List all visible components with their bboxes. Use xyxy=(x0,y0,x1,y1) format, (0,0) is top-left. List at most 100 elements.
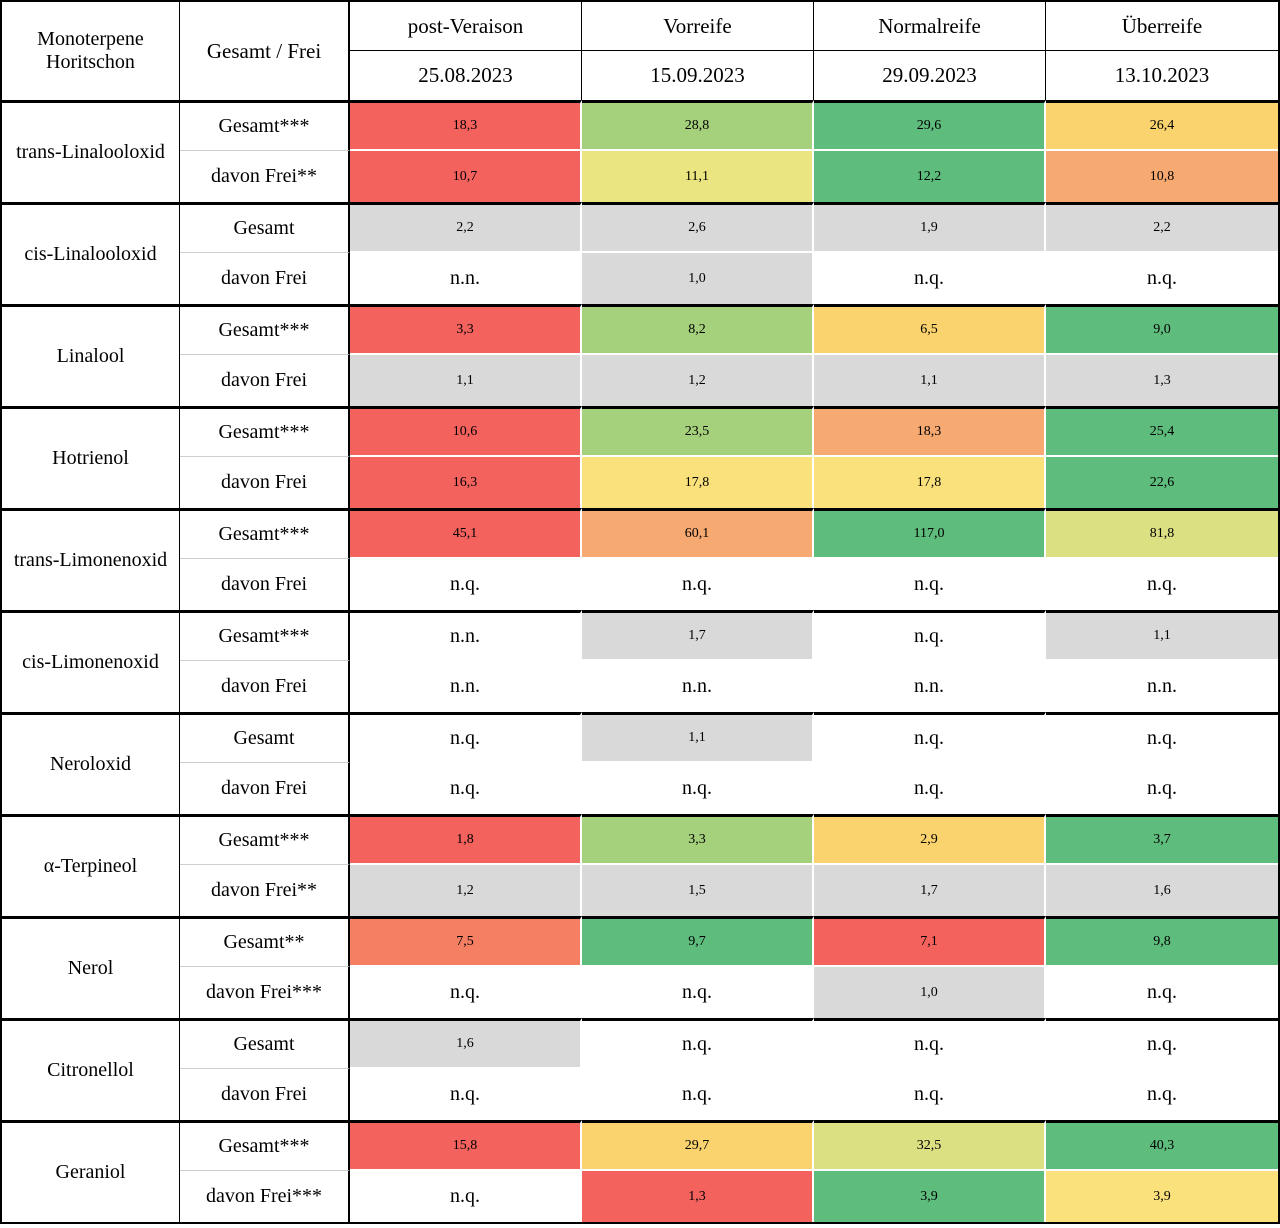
table-row: davon Frei n.n. n.n. n.n. n.n. xyxy=(2,661,1278,712)
value-cell: 18,3 xyxy=(814,406,1046,457)
substance-name: Geraniol xyxy=(2,1120,180,1222)
value-cell: 1,3 xyxy=(1046,355,1278,406)
value-cell: 11,1 xyxy=(582,151,814,202)
value-cell: n.q. xyxy=(1046,253,1278,304)
value-cell: 1,7 xyxy=(582,610,814,661)
fraction-label: Gesamt*** xyxy=(180,304,350,355)
table-row: davon Frei 1,1 1,2 1,1 1,3 xyxy=(2,355,1278,406)
table-row: davon Frei** 10,7 11,1 12,2 10,8 xyxy=(2,151,1278,202)
table-row: Neroloxid Gesamt n.q. 1,1 n.q. n.q. xyxy=(2,712,1278,814)
substance-name: cis-Linalooloxid xyxy=(2,202,180,304)
value-cell: 1,6 xyxy=(350,1018,582,1069)
table-row: davon Frei n.q. n.q. n.q. n.q. xyxy=(2,763,1278,814)
substance-name: Linalool xyxy=(2,304,180,406)
header-monoterpene-horitschon: Monoterpene Horitschon xyxy=(2,2,180,100)
substance-name: Hotrienol xyxy=(2,406,180,508)
substance-name: trans-Limonenoxid xyxy=(2,508,180,610)
value-cell: 1,0 xyxy=(582,253,814,304)
fraction-label: davon Frei xyxy=(180,559,350,610)
value-cell: 1,0 xyxy=(814,967,1046,1018)
value-cell: n.q. xyxy=(582,1069,814,1120)
header-stage-normalreife: Normalreife xyxy=(814,2,1046,51)
fraction-label: Gesamt*** xyxy=(180,1120,350,1171)
table-row: Citronellol Gesamt 1,6 n.q. n.q. n.q. xyxy=(2,1018,1278,1120)
value-cell: 1,9 xyxy=(814,202,1046,253)
value-cell: 15,8 xyxy=(350,1120,582,1171)
value-cell: n.n. xyxy=(350,610,582,661)
header-date-normalreife: 29.09.2023 xyxy=(814,51,1046,100)
value-cell: 7,5 xyxy=(350,916,582,967)
value-cell: 3,7 xyxy=(1046,814,1278,865)
value-cell: 29,7 xyxy=(582,1120,814,1171)
value-cell: 2,2 xyxy=(1046,202,1278,253)
value-cell: n.q. xyxy=(1046,1069,1278,1120)
value-cell: 25,4 xyxy=(1046,406,1278,457)
fraction-label: davon Frei** xyxy=(180,151,350,202)
value-cell: 32,5 xyxy=(814,1120,1046,1171)
fraction-label: davon Frei xyxy=(180,661,350,712)
value-cell: 3,3 xyxy=(350,304,582,355)
fraction-label: Gesamt*** xyxy=(180,814,350,865)
value-cell: 1,1 xyxy=(582,712,814,763)
header-gesamt-frei: Gesamt / Frei xyxy=(180,2,350,100)
value-cell: 8,2 xyxy=(582,304,814,355)
value-cell: n.q. xyxy=(814,1069,1046,1120)
header-stage-vorreife: Vorreife xyxy=(582,2,814,51)
table-row: Hotrienol Gesamt*** 10,6 23,5 18,3 25,4 xyxy=(2,406,1278,508)
value-cell: 1,1 xyxy=(1046,610,1278,661)
table-row: α-Terpineol Gesamt*** 1,8 3,3 2,9 3,7 xyxy=(2,814,1278,916)
value-cell: 45,1 xyxy=(350,508,582,559)
table-row: cis-Linalooloxid Gesamt 2,2 2,6 1,9 2,2 xyxy=(2,202,1278,304)
substance-name: Nerol xyxy=(2,916,180,1018)
value-cell: 9,0 xyxy=(1046,304,1278,355)
fraction-label: davon Frei xyxy=(180,355,350,406)
value-cell: n.q. xyxy=(814,253,1046,304)
value-cell: 2,2 xyxy=(350,202,582,253)
header-date-vorreife: 15.09.2023 xyxy=(582,51,814,100)
value-cell: n.q. xyxy=(814,1018,1046,1069)
fraction-label: Gesamt*** xyxy=(180,406,350,457)
value-cell: n.q. xyxy=(1046,763,1278,814)
value-cell: n.n. xyxy=(1046,661,1278,712)
value-cell: n.q. xyxy=(582,967,814,1018)
value-cell: 1,1 xyxy=(350,355,582,406)
fraction-label: Gesamt xyxy=(180,202,350,253)
fraction-label: Gesamt** xyxy=(180,916,350,967)
fraction-label: davon Frei** xyxy=(180,865,350,916)
value-cell: 3,3 xyxy=(582,814,814,865)
value-cell: 17,8 xyxy=(814,457,1046,508)
substance-name: Citronellol xyxy=(2,1018,180,1120)
table-row: davon Frei n.q. n.q. n.q. n.q. xyxy=(2,559,1278,610)
fraction-label: davon Frei xyxy=(180,457,350,508)
value-cell: 18,3 xyxy=(350,100,582,151)
fraction-label: davon Frei*** xyxy=(180,1171,350,1222)
value-cell: 1,3 xyxy=(582,1171,814,1222)
value-cell: 16,3 xyxy=(350,457,582,508)
value-cell: n.q. xyxy=(582,763,814,814)
value-cell: n.q. xyxy=(814,763,1046,814)
value-cell: 60,1 xyxy=(582,508,814,559)
table-row: davon Frei** 1,2 1,5 1,7 1,6 xyxy=(2,865,1278,916)
value-cell: 1,6 xyxy=(1046,865,1278,916)
table-row: davon Frei*** n.q. 1,3 3,9 3,9 xyxy=(2,1171,1278,1222)
value-cell: 6,5 xyxy=(814,304,1046,355)
value-cell: 10,6 xyxy=(350,406,582,457)
fraction-label: Gesamt*** xyxy=(180,508,350,559)
header-stage-ueberreife: Überreife xyxy=(1046,2,1278,51)
value-cell: 1,2 xyxy=(582,355,814,406)
value-cell: n.q. xyxy=(350,967,582,1018)
fraction-label: davon Frei*** xyxy=(180,967,350,1018)
value-cell: 117,0 xyxy=(814,508,1046,559)
value-cell: 12,2 xyxy=(814,151,1046,202)
value-cell: 26,4 xyxy=(1046,100,1278,151)
table-row: davon Frei n.n. 1,0 n.q. n.q. xyxy=(2,253,1278,304)
value-cell: n.q. xyxy=(1046,1018,1278,1069)
value-cell: 2,6 xyxy=(582,202,814,253)
substance-name: Neroloxid xyxy=(2,712,180,814)
value-cell: n.q. xyxy=(814,610,1046,661)
value-cell: n.n. xyxy=(350,253,582,304)
value-cell: 1,7 xyxy=(814,865,1046,916)
value-cell: 9,7 xyxy=(582,916,814,967)
